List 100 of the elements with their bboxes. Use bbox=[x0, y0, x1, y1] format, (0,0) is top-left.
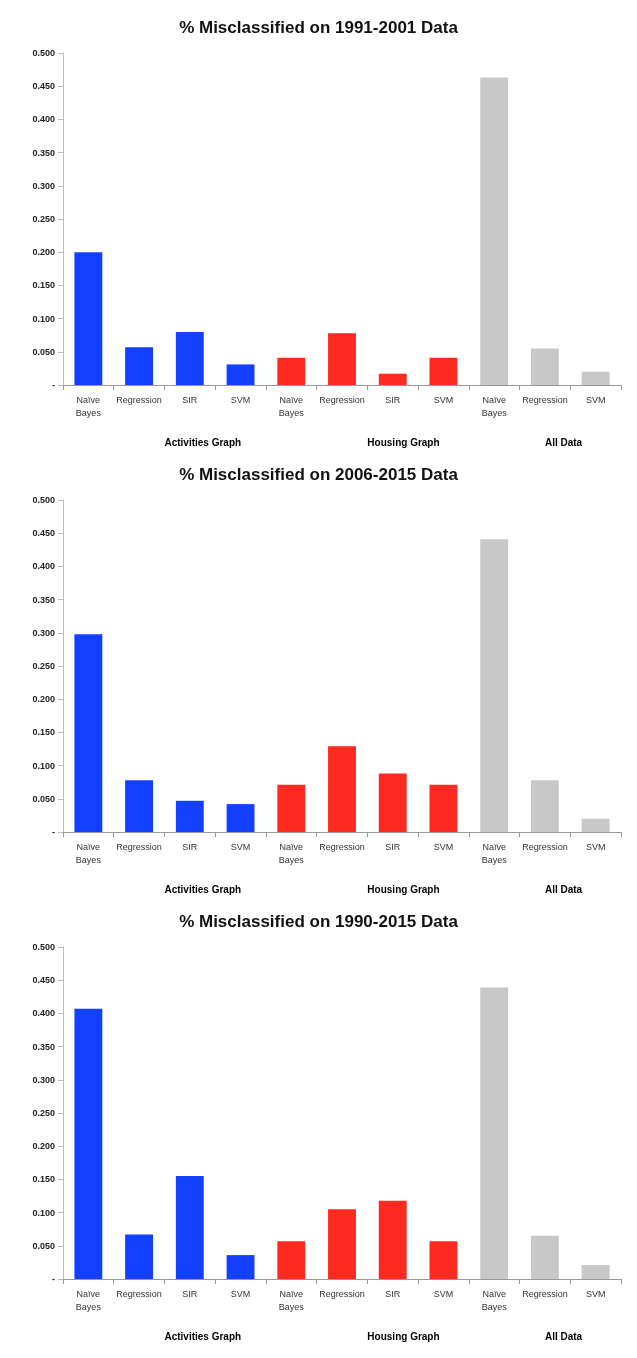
text: Activities Graph bbox=[164, 436, 242, 448]
bar bbox=[74, 252, 103, 385]
bar bbox=[429, 784, 458, 832]
bar bbox=[277, 357, 306, 385]
text: Housing Graph bbox=[367, 1330, 440, 1342]
x-tick-label: SVM bbox=[230, 841, 251, 852]
y-tick-label: 0.250 bbox=[32, 1108, 55, 1118]
bar bbox=[378, 1200, 407, 1279]
x-tick-label: SVM bbox=[433, 1288, 454, 1299]
bar bbox=[226, 364, 255, 385]
bar bbox=[480, 539, 509, 832]
text: All Data bbox=[544, 436, 583, 448]
y-tick-label: - bbox=[52, 827, 55, 837]
y-tick-label: - bbox=[52, 380, 55, 390]
x-tick-label: SIR bbox=[385, 841, 401, 852]
bar bbox=[581, 371, 610, 385]
x-tick-label: Regression bbox=[319, 394, 365, 405]
y-tick-label: 0.350 bbox=[32, 147, 55, 158]
bar bbox=[125, 780, 154, 832]
x-tick-label: Regression bbox=[116, 394, 162, 405]
bar bbox=[277, 1241, 306, 1279]
x-tick-label: SVM bbox=[585, 394, 606, 405]
x-tick-label: SVM bbox=[433, 841, 454, 852]
x-tick-label: SVM bbox=[433, 394, 454, 405]
y-tick-label: 0.300 bbox=[32, 1074, 55, 1085]
bar bbox=[175, 331, 204, 385]
bar bbox=[429, 1241, 458, 1279]
x-tick-label: Naïve Bayes bbox=[75, 394, 102, 418]
bar bbox=[226, 1255, 255, 1279]
y-tick-label: 0.050 bbox=[32, 1240, 55, 1251]
bar bbox=[328, 1209, 356, 1279]
x-tick-label: Regression bbox=[522, 841, 568, 852]
y-tick-label: 0.500 bbox=[32, 495, 55, 505]
x-tick-label: Naïve Bayes bbox=[278, 394, 305, 418]
bar bbox=[530, 348, 559, 385]
bar bbox=[581, 1265, 610, 1279]
bar bbox=[277, 784, 306, 832]
text: Activities Graph bbox=[164, 1330, 242, 1342]
bar bbox=[480, 77, 509, 385]
x-tick-label: SIR bbox=[385, 394, 401, 405]
x-tick-label: Regression bbox=[116, 841, 162, 852]
x-tick-label: Naïve Bayes bbox=[481, 394, 508, 418]
bar bbox=[581, 818, 610, 832]
y-tick-label: 0.350 bbox=[32, 1041, 55, 1052]
y-tick-label: 0.300 bbox=[32, 180, 55, 191]
x-tick-label: Naïve Bayes bbox=[481, 1288, 508, 1312]
bar bbox=[480, 987, 509, 1279]
chart-title: % Misclassified on 1991-2001 Data bbox=[179, 18, 459, 37]
y-tick-label: 0.450 bbox=[32, 528, 55, 539]
x-tick-label: SVM bbox=[230, 394, 251, 405]
x-tick-label: SVM bbox=[585, 841, 606, 852]
bar bbox=[125, 1234, 154, 1279]
y-tick-label: 0.400 bbox=[32, 1008, 55, 1019]
x-tick-label: SIR bbox=[182, 1288, 198, 1299]
bar bbox=[328, 746, 356, 832]
y-tick-label: 0.150 bbox=[32, 727, 55, 738]
x-tick-label: SVM bbox=[585, 1288, 606, 1299]
bar bbox=[226, 804, 255, 832]
y-tick-label: 0.100 bbox=[32, 313, 55, 324]
x-tick-label: Naïve Bayes bbox=[481, 841, 508, 865]
y-tick-label: 0.150 bbox=[32, 280, 55, 291]
text: Housing Graph bbox=[367, 883, 440, 895]
x-tick-label: Naïve Bayes bbox=[278, 841, 305, 865]
x-tick-label: Naïve Bayes bbox=[278, 1288, 305, 1312]
bar bbox=[175, 800, 204, 832]
x-tick-label: Regression bbox=[522, 1288, 568, 1299]
y-tick-label: 0.400 bbox=[32, 561, 55, 572]
x-tick-label: Regression bbox=[522, 394, 568, 405]
y-tick-label: 0.100 bbox=[32, 760, 55, 771]
text: All Data bbox=[544, 883, 583, 895]
x-tick-label: Naïve Bayes bbox=[75, 1288, 102, 1312]
y-tick-label: 0.150 bbox=[32, 1174, 55, 1185]
y-tick-label: 0.050 bbox=[32, 793, 55, 804]
x-tick-label: SIR bbox=[385, 1288, 401, 1299]
bar bbox=[530, 1235, 559, 1279]
text: Activities Graph bbox=[164, 883, 242, 895]
chart-title: % Misclassified on 1990-2015 Data bbox=[179, 912, 459, 931]
y-tick-label: 0.500 bbox=[32, 942, 55, 952]
bar bbox=[328, 333, 356, 385]
x-tick-label: Naïve Bayes bbox=[75, 841, 102, 865]
bar bbox=[175, 1176, 204, 1279]
y-tick-label: 0.400 bbox=[32, 114, 55, 125]
x-tick-label: SIR bbox=[182, 394, 198, 405]
text: Housing Graph bbox=[367, 436, 440, 448]
y-tick-label: 0.500 bbox=[32, 48, 55, 58]
bar bbox=[74, 1008, 103, 1279]
x-tick-label: SVM bbox=[230, 1288, 251, 1299]
y-tick-label: 0.050 bbox=[32, 346, 55, 357]
y-tick-label: 0.200 bbox=[32, 247, 55, 258]
bar bbox=[74, 634, 103, 832]
y-tick-label: 0.250 bbox=[32, 661, 55, 671]
y-tick-label: - bbox=[52, 1274, 55, 1284]
x-tick-label: Regression bbox=[319, 1288, 365, 1299]
y-tick-label: 0.450 bbox=[32, 81, 55, 92]
x-tick-label: Regression bbox=[116, 1288, 162, 1299]
x-tick-label: Regression bbox=[319, 841, 365, 852]
chart-title: % Misclassified on 2006-2015 Data bbox=[179, 465, 459, 484]
y-tick-label: 0.450 bbox=[32, 975, 55, 986]
bar bbox=[378, 773, 407, 832]
y-tick-label: 0.350 bbox=[32, 594, 55, 605]
